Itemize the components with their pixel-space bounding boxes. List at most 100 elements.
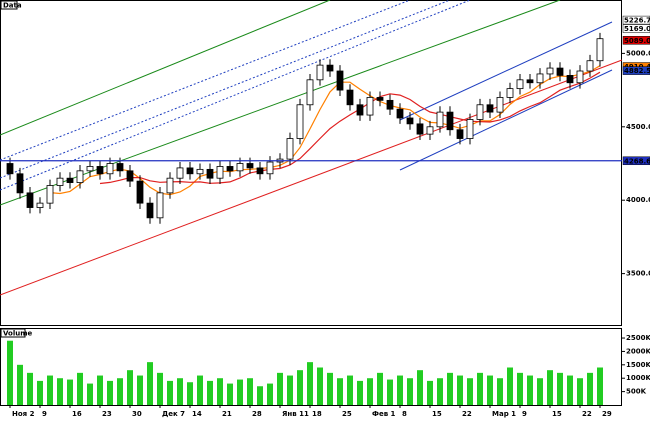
volume-bar: [77, 372, 83, 405]
price-marker: [622, 15, 650, 25]
price-marker-label: 5169.07: [624, 25, 650, 33]
x-tick-label: 16: [72, 410, 82, 418]
title-box: [0, 0, 18, 10]
volume-bar: [367, 378, 373, 405]
candle-body: [406, 117, 414, 125]
x-tick-label: 25: [342, 410, 352, 418]
volume-bar: [27, 372, 33, 405]
x-tick-label: 9: [42, 410, 47, 418]
y-tick-label: 4000.00: [626, 196, 650, 204]
volume-bar: [587, 372, 593, 405]
price-marker: [622, 36, 650, 45]
candle-body: [206, 168, 214, 179]
candle-body: [86, 166, 94, 172]
candle-body: [286, 138, 294, 160]
volume-bar: [417, 370, 423, 405]
volume-bar: [497, 378, 503, 405]
volume-bar: [257, 386, 263, 405]
candle-body: [236, 163, 244, 172]
channel-line: [399, 21, 613, 121]
volume-bar: [357, 380, 363, 405]
trend-line: [0, 0, 411, 161]
y-tick-label: 1000K: [626, 374, 650, 382]
candle-body: [466, 119, 474, 139]
volume-bar: [527, 375, 533, 405]
volume-bar: [67, 379, 73, 405]
volume-bar: [147, 362, 153, 405]
volume-bar: [7, 340, 13, 405]
volume-bar: [337, 378, 343, 405]
candle-body: [436, 111, 444, 128]
candle-body: [76, 170, 84, 183]
volume-bar: [317, 367, 323, 405]
price-panel: [0, 0, 622, 326]
volume-bar: [117, 378, 123, 405]
volume-bar: [57, 378, 63, 405]
x-tick-label: 15: [432, 410, 442, 418]
volume-bar: [447, 372, 453, 405]
volume-bar: [347, 375, 353, 405]
candle-body: [456, 129, 464, 139]
volume-bar: [247, 378, 253, 405]
candle-body: [446, 111, 454, 131]
x-tick-label: 30: [132, 410, 142, 418]
candle-body: [596, 38, 604, 62]
candle-body: [526, 79, 534, 84]
x-tick-label: 18: [312, 410, 322, 418]
volume-bar: [167, 380, 173, 405]
volume-bar: [157, 372, 163, 405]
volume-bar: [327, 372, 333, 405]
candle-body: [366, 97, 374, 116]
volume-bar: [207, 380, 213, 405]
volume-bar: [547, 370, 553, 405]
volume-bar: [277, 372, 283, 405]
chart-title: Data: [3, 2, 22, 10]
volume-bar: [287, 375, 293, 405]
volume-bar: [17, 364, 23, 405]
x-tick-label: 22: [582, 410, 592, 418]
price-marker: [622, 24, 650, 33]
volume-bar: [307, 362, 313, 405]
x-tick-label: Дек 7: [162, 410, 185, 418]
y-tick-label: 500K: [626, 388, 647, 396]
trend-line: [0, 0, 471, 191]
candle-body: [196, 168, 204, 175]
x-tick-label: 29: [602, 410, 612, 418]
x-tick-label: 9: [522, 410, 527, 418]
candle-body: [106, 163, 114, 175]
candle-body: [496, 97, 504, 113]
volume-bar: [137, 375, 143, 405]
candle-body: [306, 79, 314, 106]
candle-body: [246, 163, 254, 169]
volume-bar: [567, 375, 573, 405]
candle-body: [426, 126, 434, 135]
candle-body: [476, 104, 484, 120]
candle-body: [6, 163, 14, 175]
candle-body: [566, 75, 574, 84]
volume-bar: [467, 378, 473, 405]
volume-bar: [267, 383, 273, 405]
candle-body: [516, 79, 524, 90]
volume-bar: [387, 379, 393, 405]
candle-body: [586, 60, 594, 72]
trend-line: [0, 0, 451, 179]
x-tick-label: Фев 1: [372, 410, 396, 418]
candle-body: [66, 177, 74, 183]
volume-bar: [227, 383, 233, 405]
volume-bar: [487, 375, 493, 405]
candle-body: [316, 64, 324, 81]
candle-body: [416, 123, 424, 135]
volume-bar: [127, 370, 133, 405]
candle-body: [176, 167, 184, 179]
y-tick-label: 2500K: [626, 334, 650, 342]
x-tick-label: Мар 1: [492, 410, 516, 418]
candle-body: [36, 202, 44, 208]
volume-bar: [237, 379, 243, 405]
candle-body: [376, 97, 384, 101]
y-tick-label: 1500K: [626, 361, 650, 369]
volume-bar: [397, 375, 403, 405]
candle-body: [266, 161, 274, 175]
volume-bar: [507, 367, 513, 405]
volume-bar: [407, 378, 413, 405]
y-tick-label: 3500.00: [626, 270, 650, 278]
